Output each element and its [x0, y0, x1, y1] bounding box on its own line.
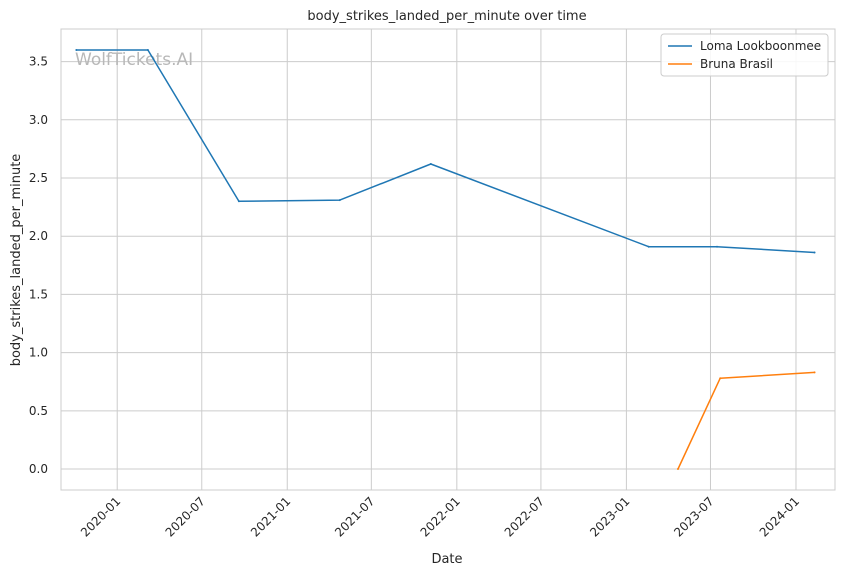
data-point-loma-lookboonmee: [813, 251, 816, 254]
data-point-bruna-brasil: [813, 371, 816, 374]
data-point-loma-lookboonmee: [75, 48, 78, 51]
chart-title: body_strikes_landed_per_minute over time: [307, 9, 586, 24]
y-tick-label: 1.0: [29, 346, 48, 360]
y-tick-label: 2.0: [29, 229, 48, 243]
grid: [61, 29, 835, 490]
x-tick-label: 2022-01: [418, 494, 463, 539]
data-point-loma-lookboonmee: [338, 199, 341, 202]
y-tick-label: 0.5: [29, 404, 48, 418]
x-tick-label: 2023-01: [587, 494, 632, 539]
legend-label-loma-lookboonmee: Loma Lookboonmee: [700, 39, 821, 53]
y-axis-label: body_strikes_landed_per_minute: [9, 154, 24, 367]
y-tick-label: 2.5: [29, 171, 48, 185]
data-point-loma-lookboonmee: [146, 48, 149, 51]
series-lines: [75, 48, 816, 471]
x-tick-label: 2021-07: [332, 494, 377, 539]
legend: Loma Lookboonmee Bruna Brasil: [660, 33, 829, 77]
data-point-loma-lookboonmee: [647, 245, 650, 248]
data-point-loma-lookboonmee: [237, 200, 240, 203]
x-tick-label: 2020-01: [78, 494, 123, 539]
x-tick-label: 2024-01: [757, 494, 802, 539]
x-axis-label: Date: [431, 552, 462, 567]
data-point-bruna-brasil: [719, 377, 722, 380]
legend-box: [660, 33, 829, 77]
y-tick-label: 3.5: [29, 55, 48, 69]
x-tick-label: 2021-01: [248, 494, 293, 539]
watermark: WolfTickets.AI: [75, 50, 193, 70]
y-tick-label: 0.0: [29, 462, 48, 476]
legend-label-bruna-brasil: Bruna Brasil: [700, 57, 773, 71]
plot-area-frame: [60, 28, 836, 491]
x-tick-labels: 2020-01 2020-07 2021-01 2021-07 2022-01 2022-…: [78, 494, 802, 539]
x-tick-label: 2020-07: [163, 494, 208, 539]
y-tick-label: 1.5: [29, 287, 48, 301]
y-tick-labels: 0.0 0.5 1.0 1.5 2.0 2.5 3.0 3.5: [29, 55, 48, 476]
series-line-loma-lookboonmee: [76, 49, 815, 254]
data-point-loma-lookboonmee: [429, 163, 432, 166]
data-point-loma-lookboonmee: [715, 245, 718, 248]
data-point-bruna-brasil: [676, 468, 679, 471]
y-tick-label: 3.0: [29, 113, 48, 127]
x-tick-label: 2022-07: [502, 494, 547, 539]
x-tick-label: 2023-07: [671, 494, 716, 539]
series-line-bruna-brasil: [677, 371, 815, 470]
